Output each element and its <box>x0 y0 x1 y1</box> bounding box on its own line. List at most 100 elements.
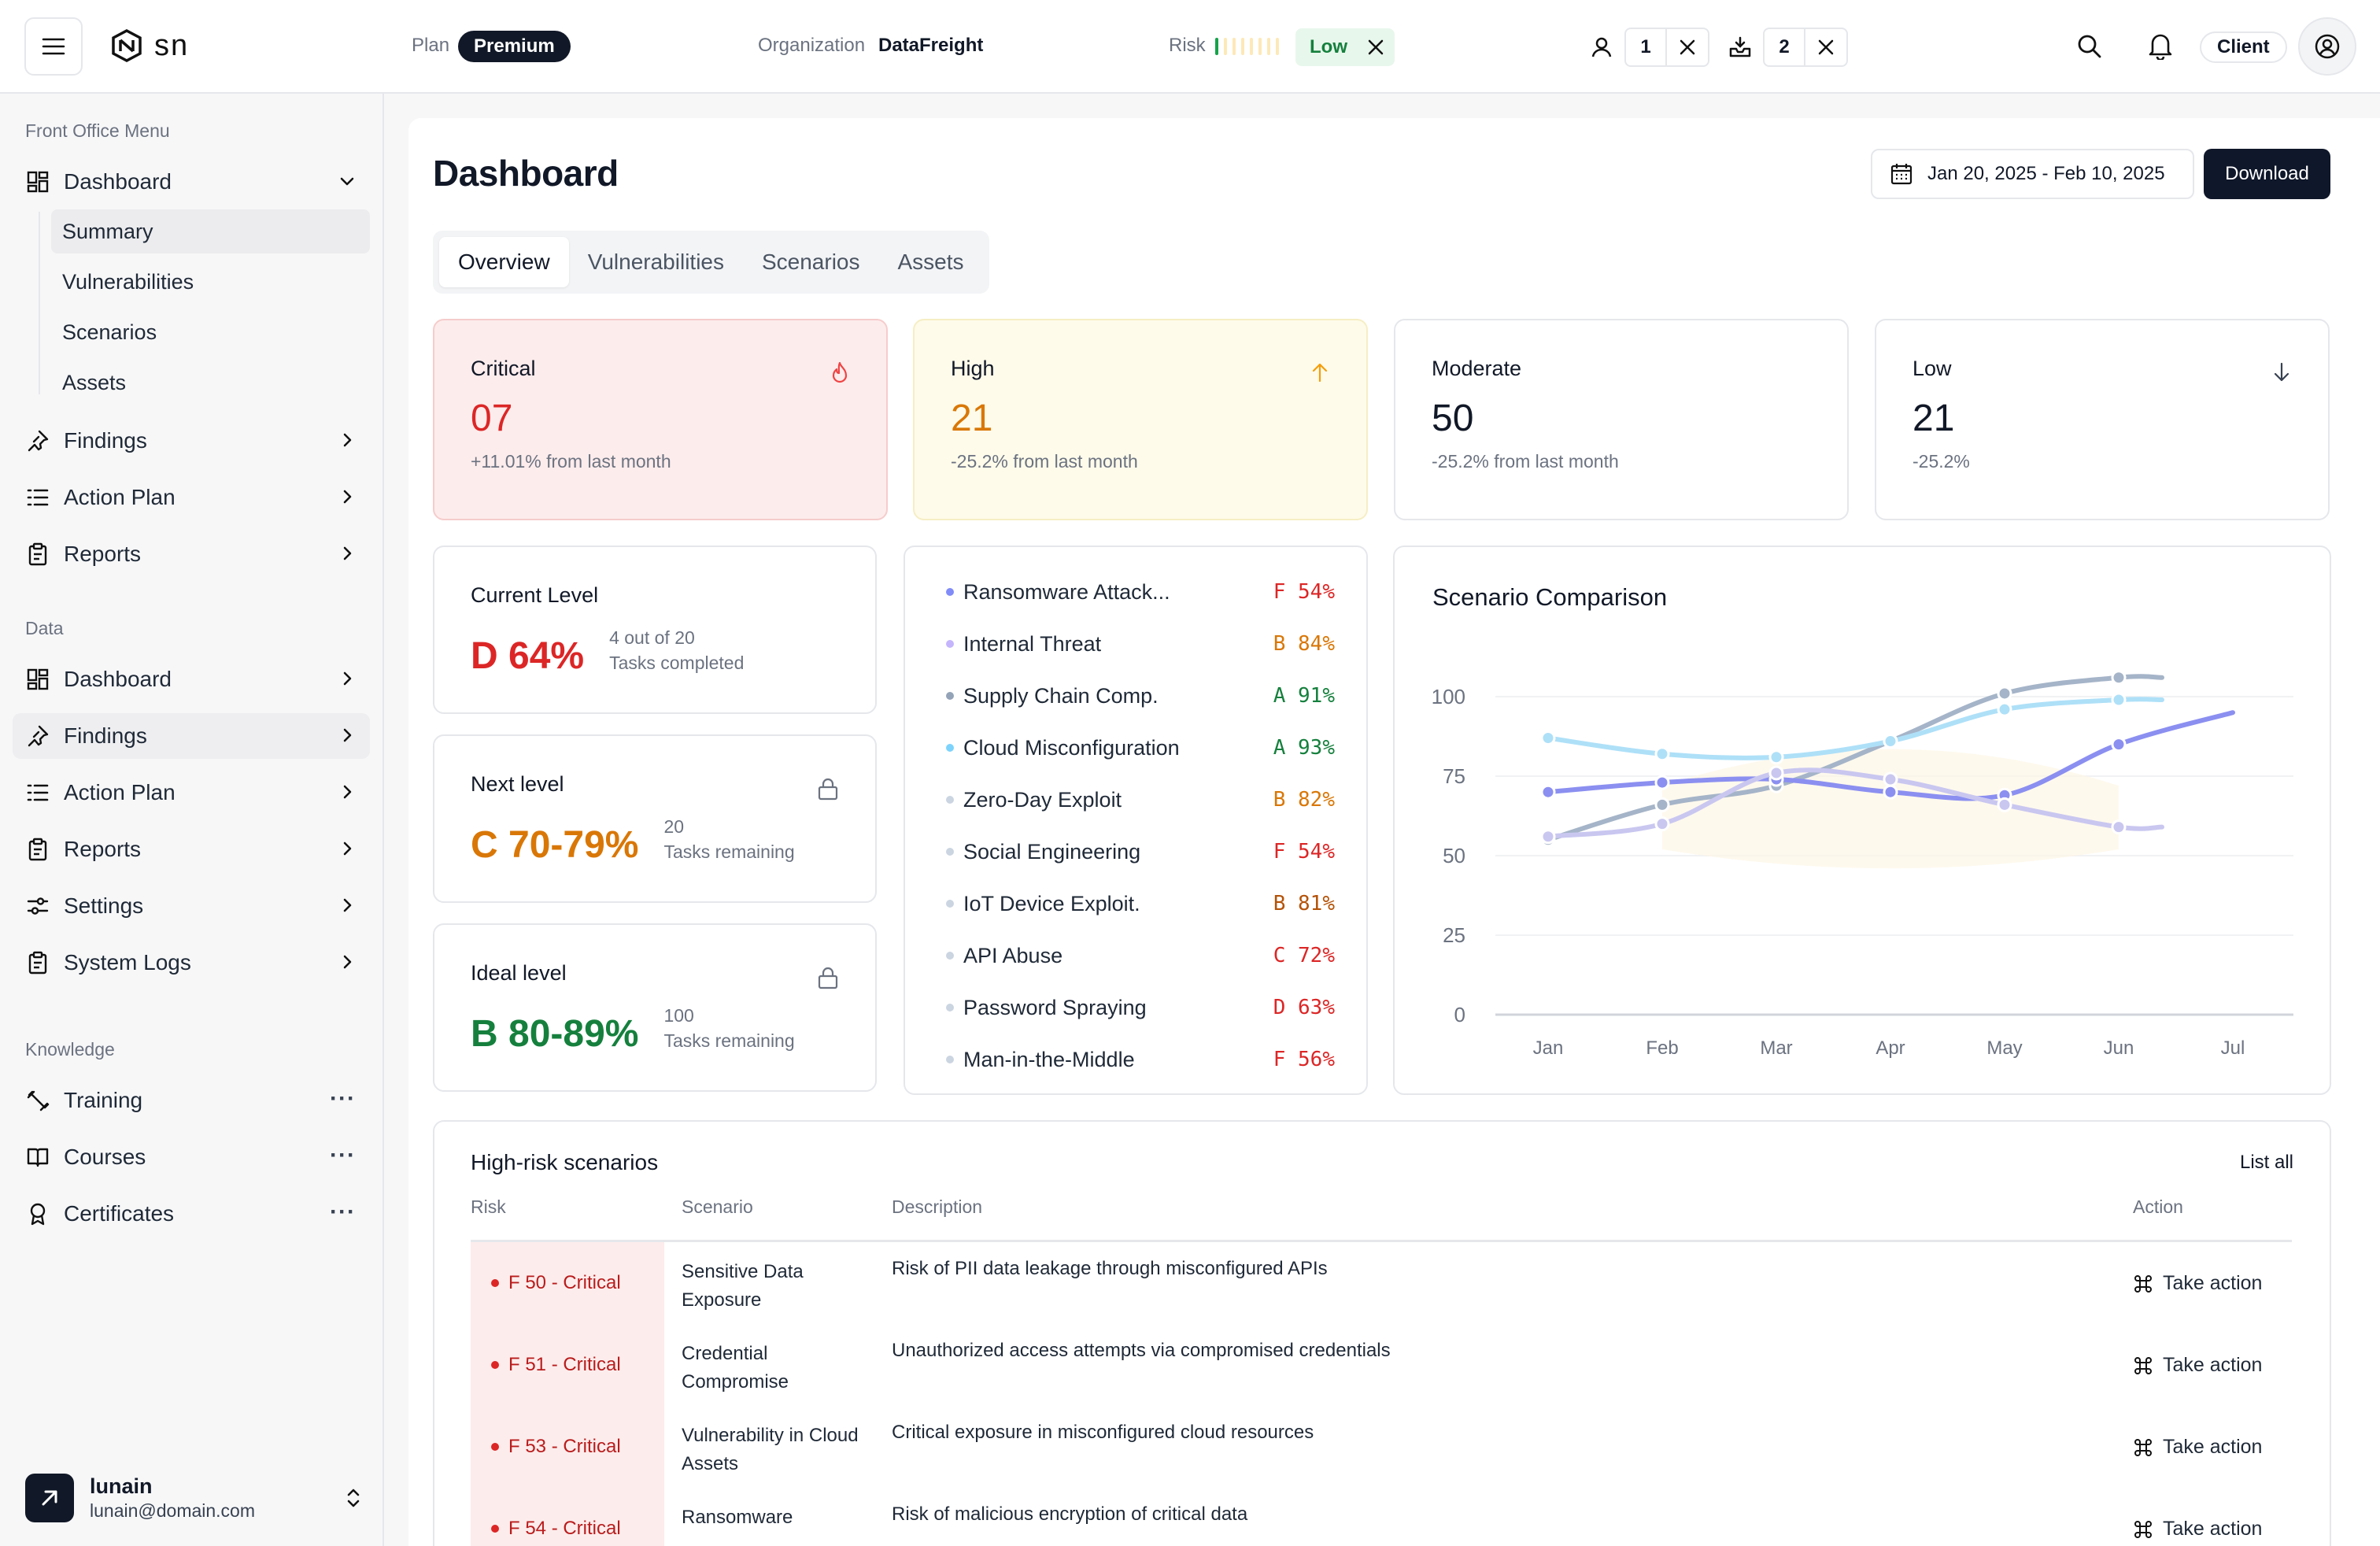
plan-label: Plan <box>412 35 450 56</box>
tab-vulnerabilities[interactable]: Vulnerabilities <box>587 250 724 274</box>
scenario-row[interactable]: Zero-Day Exploit B 82% <box>946 774 1335 826</box>
stat-card-moderate[interactable]: Moderate 50 -25.2% from last month <box>1394 319 1849 520</box>
data-point <box>1654 797 1670 812</box>
sidebar-item-data-reports[interactable]: Reports <box>13 827 370 872</box>
stat-card-low[interactable]: Low 21 -25.2% <box>1875 319 2330 520</box>
data-point <box>1540 784 1556 800</box>
client-button[interactable]: Client <box>2200 31 2287 63</box>
scenario-dot <box>946 848 954 856</box>
level-meta: 100 Tasks remaining <box>663 1003 794 1053</box>
chevron-right-icon <box>343 955 352 969</box>
device-count-clear[interactable] <box>1805 38 1846 57</box>
download-button[interactable]: Download <box>2204 149 2330 199</box>
take-action-button[interactable]: Take action <box>2133 1354 2262 1377</box>
search-icon[interactable] <box>2076 33 2103 60</box>
scenario-grade: A 93% <box>1273 736 1335 760</box>
stat-card-high[interactable]: High 21 -25.2% from last month <box>913 319 1368 520</box>
sidebar-item-dashboard[interactable]: Dashboard <box>13 159 370 205</box>
close-icon[interactable] <box>1366 38 1385 57</box>
scenario-dot <box>946 1004 954 1012</box>
scenario-row[interactable]: Password Spraying D 63% <box>946 982 1335 1034</box>
sidebar-subitem-scenarios[interactable]: Scenarios <box>62 320 157 344</box>
sidebar-item-courses[interactable]: Courses ··· <box>13 1134 370 1180</box>
sidebar-item-data-dashboard[interactable]: Dashboard <box>13 656 370 702</box>
organization-value[interactable]: DataFreight <box>878 35 984 56</box>
risk-text: F 50 - Critical <box>508 1272 621 1293</box>
take-action-button[interactable]: Take action <box>2133 1436 2262 1459</box>
scenario-row[interactable]: Social Engineering F 54% <box>946 826 1335 878</box>
risk-chip[interactable]: Low <box>1295 28 1395 66</box>
tab-scenarios[interactable]: Scenarios <box>761 250 860 274</box>
scenario-grade-pct: 63% <box>1298 996 1335 1019</box>
y-tick-label: 50 <box>1443 844 1465 867</box>
sidebar-item-reports[interactable]: Reports <box>13 531 370 577</box>
data-point <box>1768 749 1784 765</box>
sidebar-subitem-vulnerabilities[interactable]: Vulnerabilities <box>62 269 194 294</box>
sidebar-item-findings[interactable]: Findings <box>13 418 370 464</box>
user-count-clear[interactable] <box>1667 38 1708 57</box>
user-card[interactable]: lunain lunain@domain.com <box>25 1470 364 1526</box>
data-point <box>1654 746 1670 762</box>
data-point <box>1768 765 1784 781</box>
scenario-grade-letter: A <box>1273 684 1286 708</box>
sidebar-item-action-plan[interactable]: Action Plan <box>13 475 370 520</box>
table-row: F 50 - Critical Sensitive Data Exposure Ri… <box>471 1242 2292 1324</box>
sidebar-item-data-findings[interactable]: Findings <box>13 713 370 759</box>
scenario-name: Man-in-the-Middle <box>963 1047 1135 1071</box>
risk-dot <box>491 1443 499 1451</box>
sidebar-item-data-action-plan[interactable]: Action Plan <box>13 770 370 816</box>
take-action-button[interactable]: Take action <box>2133 1272 2262 1295</box>
scenario-row[interactable]: IoT Device Exploit. B 81% <box>946 878 1335 930</box>
scenario-grade-letter: F <box>1273 840 1286 864</box>
y-tick-label: 25 <box>1443 923 1465 947</box>
level-meta-count: 20 <box>663 816 685 837</box>
bell-icon[interactable] <box>2147 31 2174 60</box>
scenario-grade-letter: A <box>1273 736 1286 760</box>
clipboard-icon <box>25 542 50 567</box>
sidebar-item-training[interactable]: Training ··· <box>13 1078 370 1123</box>
section-title-knowledge: Knowledge <box>25 1039 115 1060</box>
clipboard-icon <box>25 837 50 862</box>
scenario-row[interactable]: API Abuse C 72% <box>946 930 1335 982</box>
scenario-grade: F 54% <box>1273 840 1335 864</box>
logo[interactable]: SN <box>110 28 189 63</box>
scenario-row[interactable]: Man-in-the-Middle F 56% <box>946 1034 1335 1086</box>
scenario-row[interactable]: Ransomware Attack... F 54% <box>946 566 1335 618</box>
sidebar-subitem-summary[interactable]: Summary <box>51 209 370 253</box>
stat-value: 07 <box>471 398 513 439</box>
sidebar-item-label: Action Plan <box>64 780 176 804</box>
stat-label: Low <box>1913 357 1952 380</box>
take-action-button[interactable]: Take action <box>2133 1518 2262 1540</box>
level-meta: 20 Tasks remaining <box>663 814 794 864</box>
data-point <box>1654 775 1670 790</box>
chevron-right-icon <box>343 671 352 686</box>
chevron-up-down-icon[interactable] <box>343 1485 364 1511</box>
scenario-row[interactable]: Cloud Misconfiguration A 93% <box>946 722 1335 774</box>
scenario-row[interactable]: Internal Threat B 84% <box>946 618 1335 670</box>
x-tick-label: Jul <box>2221 1037 2245 1059</box>
risk-meter-segment <box>1241 38 1244 55</box>
menu-button[interactable] <box>24 17 83 76</box>
data-point <box>2111 692 2127 708</box>
more-icon[interactable]: ··· <box>330 1142 356 1168</box>
risk-column-highlight <box>471 1242 664 1546</box>
list-all-link[interactable]: List all <box>2239 1152 2293 1173</box>
sidebar-item-label: Findings <box>64 428 147 453</box>
sidebar-item-settings[interactable]: Settings <box>13 883 370 929</box>
dumbbell-icon <box>25 1088 50 1113</box>
scenario-row[interactable]: Supply Chain Comp. A 91% <box>946 670 1335 722</box>
more-icon[interactable]: ··· <box>330 1199 356 1225</box>
x-tick-label: Apr <box>1876 1037 1905 1059</box>
date-range-picker[interactable]: Jan 20, 2025 - Feb 10, 2025 <box>1871 149 2194 199</box>
sidebar-item-system-logs[interactable]: System Logs <box>13 940 370 986</box>
stat-card-critical[interactable]: Critical 07 +11.01% from last month <box>433 319 888 520</box>
profile-button[interactable] <box>2298 17 2356 76</box>
plan-badge: Premium <box>458 31 571 62</box>
sidebar-item-certificates[interactable]: Certificates ··· <box>13 1191 370 1237</box>
more-icon[interactable]: ··· <box>330 1086 356 1111</box>
level-meta-text: Tasks remaining <box>663 1030 795 1051</box>
tab-assets[interactable]: Assets <box>897 250 964 274</box>
sidebar-subitem-assets[interactable]: Assets <box>62 370 127 394</box>
risk-meter <box>1215 38 1279 55</box>
tab-overview[interactable]: Overview <box>439 237 569 287</box>
